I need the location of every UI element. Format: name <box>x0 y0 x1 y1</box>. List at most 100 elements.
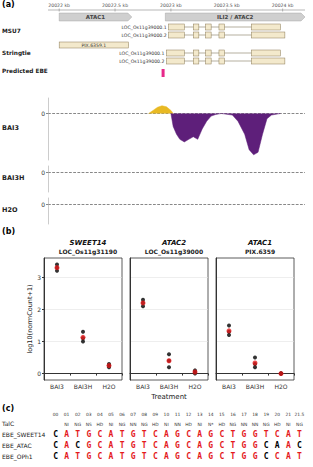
svg-text:C: C <box>275 452 280 461</box>
svg-text:A: A <box>109 452 114 461</box>
svg-text:G: G <box>253 441 258 450</box>
svg-text:T: T <box>120 452 125 461</box>
svg-text:08: 08 <box>141 412 147 417</box>
svg-text:A: A <box>164 452 169 461</box>
svg-text:20023.5 kb: 20023.5 kb <box>214 3 240 8</box>
svg-text:NG: NG <box>230 422 237 427</box>
svg-text:A: A <box>286 430 291 439</box>
svg-text:NG: NG <box>74 422 81 427</box>
svg-text:21: 21 <box>286 412 292 417</box>
svg-text:Predicted EBE: Predicted EBE <box>2 68 48 74</box>
svg-text:HD: HD <box>274 422 281 427</box>
svg-text:A: A <box>197 452 202 461</box>
svg-text:A: A <box>109 430 114 439</box>
svg-text:G: G <box>242 430 247 439</box>
svg-text:11: 11 <box>175 412 181 417</box>
svg-text:BAI3: BAI3 <box>50 383 64 390</box>
svg-text:A: A <box>197 441 202 450</box>
svg-text:C: C <box>186 430 191 439</box>
svg-text:HD: HD <box>97 422 104 427</box>
svg-text:NG: NG <box>141 422 148 427</box>
svg-text:03: 03 <box>86 412 92 417</box>
svg-text:NI: NI <box>286 422 291 427</box>
svg-text:NG: NG <box>119 422 126 427</box>
svg-text:EBE_ATAC: EBE_ATAC <box>2 442 32 450</box>
svg-text:G: G <box>175 441 180 450</box>
svg-text:G: G <box>208 441 213 450</box>
svg-text:BAI3H: BAI3H <box>74 383 92 390</box>
svg-text:LOC_Os11g39000.2: LOC_Os11g39000.2 <box>119 59 164 65</box>
svg-text:NI: NI <box>164 422 169 427</box>
svg-text:LOC_Os11g39000: LOC_Os11g39000 <box>145 248 203 256</box>
svg-text:14: 14 <box>208 412 214 417</box>
svg-text:NI: NI <box>64 422 69 427</box>
svg-text:G: G <box>86 452 91 461</box>
svg-text:NN: NN <box>174 422 181 427</box>
svg-text:17: 17 <box>241 412 247 417</box>
svg-text:T: T <box>231 430 236 439</box>
svg-text:G: G <box>253 452 258 461</box>
svg-text:C: C <box>219 441 224 450</box>
svg-text:HD: HD <box>185 422 192 427</box>
svg-text:20: 20 <box>274 412 280 417</box>
svg-text:T: T <box>75 430 80 439</box>
svg-text:20022.5 kb: 20022.5 kb <box>102 3 128 8</box>
svg-text:NN: NN <box>241 422 248 427</box>
svg-text:G: G <box>242 441 247 450</box>
svg-text:TalC: TalC <box>1 420 14 427</box>
svg-text:G: G <box>253 430 258 439</box>
svg-text:LOC_Os11g31190: LOC_Os11g31190 <box>59 248 117 256</box>
svg-text:C: C <box>53 452 58 461</box>
svg-text:C: C <box>219 430 224 439</box>
svg-text:A: A <box>64 441 69 450</box>
svg-text:20024 kb: 20024 kb <box>272 3 294 8</box>
svg-text:13: 13 <box>197 412 203 417</box>
svg-text:0: 0 <box>37 370 41 377</box>
svg-text:Treatment: Treatment <box>150 393 187 401</box>
svg-text:A: A <box>164 441 169 450</box>
svg-text:3: 3 <box>37 274 41 281</box>
svg-text:0: 0 <box>41 110 45 117</box>
svg-text:C: C <box>219 452 224 461</box>
svg-text:NN: NN <box>130 422 137 427</box>
svg-text:N*: N* <box>208 422 214 427</box>
svg-text:00: 00 <box>53 412 59 417</box>
svg-text:C: C <box>53 441 58 450</box>
svg-text:15: 15 <box>219 412 225 417</box>
svg-text:H2O: H2O <box>274 383 287 390</box>
svg-text:21.5: 21.5 <box>295 412 305 417</box>
svg-text:C: C <box>97 452 102 461</box>
svg-text:16: 16 <box>230 412 236 417</box>
svg-text:T: T <box>264 430 269 439</box>
svg-text:01: 01 <box>64 412 70 417</box>
svg-text:A: A <box>286 452 291 461</box>
svg-text:20022 kb: 20022 kb <box>48 3 70 8</box>
svg-text:BAI3H: BAI3H <box>246 383 264 390</box>
svg-text:log10(normCount+1): log10(normCount+1) <box>26 284 34 353</box>
svg-text:06: 06 <box>119 412 125 417</box>
svg-text:T: T <box>297 452 302 461</box>
svg-text:A: A <box>286 441 291 450</box>
svg-text:1: 1 <box>37 338 41 345</box>
svg-text:C: C <box>97 430 102 439</box>
svg-text:C: C <box>186 441 191 450</box>
svg-text:C: C <box>186 452 191 461</box>
svg-text:T: T <box>120 430 125 439</box>
svg-text:LOC_Os11g39000.1: LOC_Os11g39000.1 <box>121 25 166 31</box>
svg-text:T: T <box>297 430 302 439</box>
svg-text:G: G <box>242 452 247 461</box>
svg-text:A: A <box>164 430 169 439</box>
svg-text:A: A <box>275 441 280 450</box>
svg-text:NS: NS <box>86 422 92 427</box>
svg-text:T: T <box>231 441 236 450</box>
svg-text:G: G <box>86 430 91 439</box>
svg-text:C: C <box>153 441 158 450</box>
svg-text:C: C <box>264 441 269 450</box>
svg-text:05: 05 <box>108 412 114 417</box>
svg-text:0: 0 <box>41 201 45 208</box>
svg-text:EBE_OPh1: EBE_OPh1 <box>2 453 33 461</box>
svg-text:ATAC1: ATAC1 <box>86 14 105 20</box>
svg-text:C: C <box>53 430 58 439</box>
svg-text:C: C <box>75 441 80 450</box>
svg-text:Stringtie: Stringtie <box>2 50 31 57</box>
